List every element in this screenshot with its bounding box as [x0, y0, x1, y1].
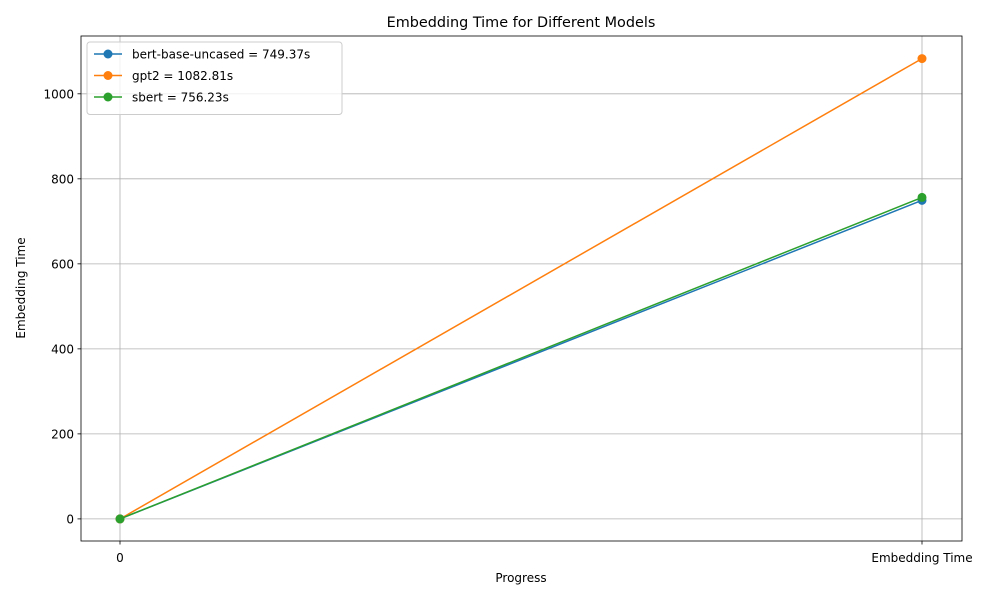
y-tick-label: 400: [51, 342, 74, 356]
x-axis-title: Progress: [495, 571, 546, 585]
legend: bert-base-uncased = 749.37s gpt2 = 1082.8…: [86, 41, 343, 115]
chart-title: Embedding Time for Different Models: [387, 15, 656, 31]
y-tick-label: 600: [51, 257, 74, 271]
x-tick-label: 0: [116, 551, 124, 565]
series-lines: [115, 54, 927, 524]
y-tick-label: 1000: [43, 87, 74, 101]
series-line-1: [119, 57, 923, 520]
data-point: [917, 54, 927, 64]
data-point: [917, 192, 927, 202]
x-tick-label: Embedding Time: [871, 551, 972, 565]
data-point: [115, 514, 125, 524]
legend-entry: bert-base-uncased = 749.37s: [132, 48, 310, 62]
plot-frame: [80, 35, 963, 542]
y-axis-title: Embedding Time: [14, 237, 28, 338]
legend-marker: [103, 49, 113, 59]
legend-box: [86, 41, 343, 115]
grid: [81, 36, 962, 541]
legend-entry: sbert = 756.23s: [132, 91, 229, 105]
ticks: 0 Embedding Time 0 200 400 600 800 1000: [43, 87, 972, 565]
y-tick-label: 200: [51, 427, 74, 441]
y-tick-label: 800: [51, 172, 74, 186]
y-tick-label: 0: [66, 512, 74, 526]
series-line-2: [119, 196, 923, 520]
legend-marker: [103, 71, 113, 80]
legend-marker: [103, 92, 113, 102]
legend-entry: gpt2 = 1082.81s: [132, 69, 233, 83]
